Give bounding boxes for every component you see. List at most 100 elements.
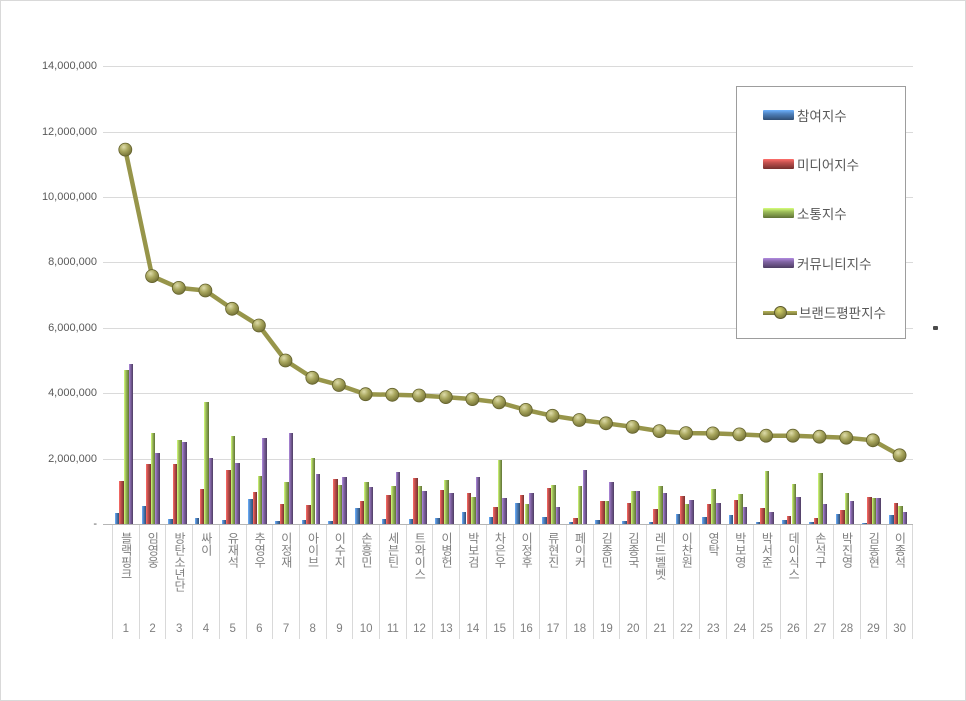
bar-media-8 (306, 505, 311, 524)
bar-media-25 (760, 508, 765, 524)
x-label-cell: 유재석 5 (218, 525, 246, 639)
category-rank: 8 (309, 623, 316, 635)
bar-media-28 (840, 509, 845, 524)
legend-item-brand-reputation: 브랜드평판지수 (737, 288, 905, 337)
line-marker-26 (786, 428, 800, 443)
bar-community-18 (582, 470, 588, 524)
y-axis-tick-label: 12,000,000 (41, 125, 97, 138)
bar-participation-30 (889, 514, 894, 524)
bar-participation-7 (275, 520, 280, 524)
category-name: 이찬원 (679, 532, 694, 568)
category-name: 박진영 (840, 532, 855, 568)
bar-communication-15 (497, 460, 503, 524)
category-rank: 22 (680, 623, 693, 635)
bar-participation-5 (221, 519, 227, 524)
bar-participation-24 (728, 514, 734, 524)
line-marker-30 (892, 448, 907, 463)
category-name: 싸이 (199, 532, 214, 556)
bar-community-28 (849, 500, 855, 524)
category-rank: 7 (282, 623, 290, 635)
line-marker-9 (331, 378, 346, 392)
gridline (103, 393, 913, 395)
bar-communication-27 (818, 472, 823, 524)
line-marker-10 (358, 387, 373, 402)
legend-item-community: 커뮤니티지수 (737, 238, 905, 287)
bar-communication-6 (257, 475, 263, 524)
category-name: 영탁 (706, 532, 721, 556)
x-label-cell: 손석구 27 (806, 525, 833, 639)
legend-swatch-community-icon (763, 257, 794, 268)
bar-communication-12 (417, 486, 423, 524)
x-label-cell: 레드벨벳 21 (646, 525, 673, 639)
category-name: 류현진 (546, 532, 561, 568)
bar-media-18 (573, 518, 578, 524)
line-marker-1 (118, 142, 133, 157)
legend-item-communication: 소통지수 (737, 189, 905, 238)
category-name: 유재석 (225, 532, 240, 568)
y-axis-tick-label: 2,000,000 (48, 452, 97, 465)
bar-communication-18 (577, 486, 583, 524)
bar-community-30 (902, 512, 908, 524)
bar-participation-3 (168, 519, 173, 524)
stray-mark (933, 326, 938, 330)
category-name: 박서준 (759, 532, 774, 568)
x-label-cell: 박보영 24 (726, 525, 753, 639)
category-name: 세븐틴 (386, 532, 401, 568)
bar-media-19 (600, 501, 605, 524)
y-axis-tick-label: 8,000,000 (48, 256, 97, 269)
line-marker-12 (412, 388, 427, 403)
bar-community-29 (876, 498, 881, 524)
gridline (103, 197, 913, 198)
bar-communication-5 (230, 435, 236, 524)
gridline (103, 66, 913, 68)
bar-media-7 (279, 503, 285, 524)
category-name: 이병헌 (439, 532, 454, 568)
x-label-cell: 이찬원 22 (672, 525, 700, 639)
category-name: 이정재 (279, 532, 294, 568)
x-label-cell: 트와이스 12 (405, 525, 433, 639)
line-marker-25 (759, 428, 773, 443)
bar-participation-25 (755, 521, 761, 524)
x-label-cell: 김종국 20 (619, 525, 646, 639)
x-label-cell: 임영웅 2 (138, 525, 166, 639)
bar-communication-24 (738, 493, 743, 524)
legend-label-media: 미디어지수 (797, 158, 860, 174)
line-marker-20 (625, 419, 640, 434)
gridline (103, 131, 913, 133)
legend-item-participation: 참여지수 (737, 90, 905, 139)
category-rank: 13 (439, 623, 453, 635)
bar-community-17 (555, 507, 561, 524)
category-rank: 24 (733, 623, 747, 635)
bar-media-4 (199, 489, 205, 524)
category-name: 김종민 (599, 532, 614, 568)
x-label-cell: 이정후 16 (512, 525, 540, 639)
legend-swatch-brand-reputation-icon (763, 305, 797, 319)
category-rank: 26 (786, 623, 800, 635)
line-marker-21 (652, 424, 667, 439)
category-rank: 5 (229, 623, 236, 635)
gridline (103, 262, 913, 264)
bar-participation-23 (702, 517, 707, 524)
bar-media-5 (226, 470, 231, 524)
y-axis-tick-label: 14,000,000 (41, 60, 97, 73)
bar-communication-13 (444, 479, 449, 524)
category-name: 페이커 (573, 532, 588, 568)
gridline (103, 327, 913, 329)
category-rank: 20 (626, 623, 640, 635)
bar-communication-11 (391, 486, 396, 524)
x-label-cell: 싸이 4 (192, 525, 219, 639)
line-marker-8 (305, 370, 320, 385)
y-axis-tick-label: 10,000,000 (41, 191, 97, 203)
bar-participation-1 (114, 512, 120, 524)
bar-participation-10 (355, 508, 360, 524)
line-marker-4 (198, 283, 213, 298)
line-marker-15 (492, 395, 507, 410)
category-rank: 27 (813, 623, 827, 635)
category-name: 박보검 (466, 532, 481, 568)
line-marker-18 (572, 413, 587, 427)
category-rank: 9 (336, 623, 343, 635)
category-rank: 14 (466, 623, 480, 635)
bar-communication-19 (604, 500, 610, 524)
bar-participation-17 (542, 517, 547, 524)
